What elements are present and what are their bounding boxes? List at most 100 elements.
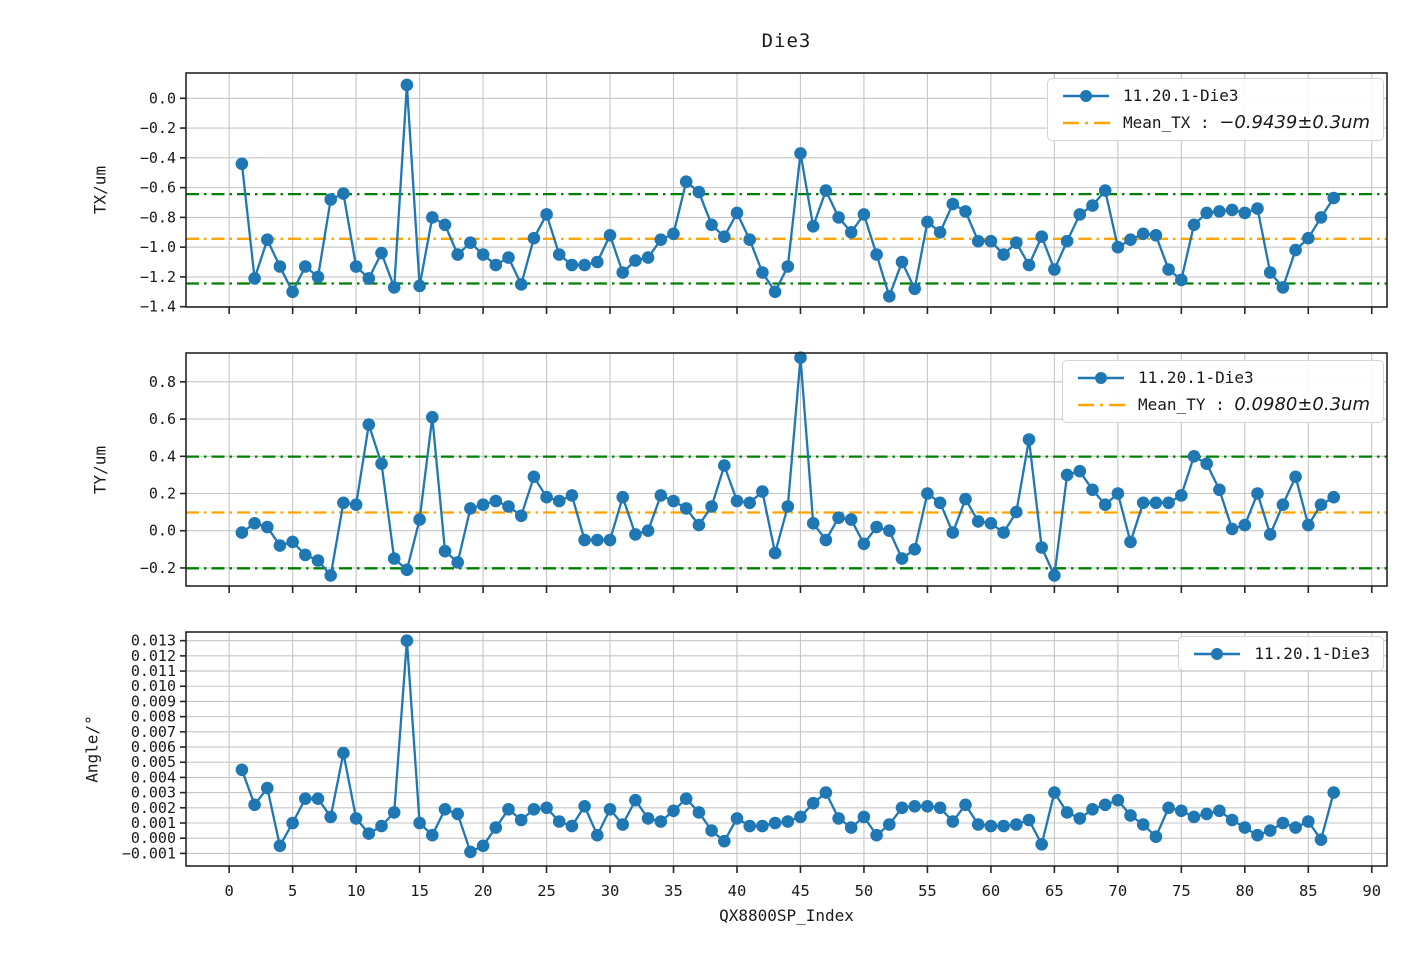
x-tick-label: 90	[1362, 882, 1381, 900]
data-point	[464, 236, 477, 249]
data-point	[1136, 818, 1150, 831]
data-point	[337, 496, 350, 510]
data-point	[578, 258, 591, 272]
data-point	[921, 800, 934, 813]
x-tick-label: 30	[601, 882, 620, 900]
data-point	[1162, 801, 1175, 815]
x-tick-label: 75	[1172, 882, 1191, 900]
y-tick-label: 0.007	[131, 723, 176, 741]
x-tick-label: 45	[791, 882, 810, 900]
data-point	[1048, 569, 1061, 582]
data-point	[705, 500, 718, 513]
legend-angle-series-row: 11.20.1-Die3	[1192, 644, 1370, 663]
data-point	[324, 810, 338, 824]
data-point	[603, 533, 617, 547]
data-point	[413, 279, 426, 293]
data-point	[1035, 230, 1048, 243]
data-point	[667, 804, 680, 818]
y-tick-label: −0.4	[140, 149, 176, 167]
data-point	[502, 251, 515, 264]
y-tick-label: 0.2	[149, 485, 176, 503]
data-point	[806, 517, 820, 530]
data-point	[362, 272, 376, 285]
legend-ty-series-row: 11.20.1-Die3	[1076, 368, 1370, 387]
data-point	[1238, 821, 1252, 834]
data-point	[743, 819, 756, 833]
data-point	[248, 798, 261, 812]
data-point	[1149, 229, 1163, 242]
y-tick-label: 0.004	[131, 768, 176, 786]
data-point	[1276, 816, 1290, 830]
data-point	[1238, 518, 1252, 532]
x-axis-label: QX8800SP_Index	[719, 906, 854, 925]
data-point	[235, 763, 249, 777]
data-point	[311, 554, 325, 567]
data-point	[514, 509, 528, 523]
data-point	[705, 218, 718, 232]
legend-tx: 11.20.1-Die3 Mean_TX : −0.9439±0.3um	[1046, 78, 1384, 141]
data-point	[730, 206, 744, 220]
legend-angle-series-label: 11.20.1-Die3	[1254, 644, 1370, 663]
data-point	[502, 803, 515, 816]
data-point	[1225, 203, 1239, 217]
data-point	[349, 260, 363, 273]
y-tick-label: 0.001	[131, 814, 176, 832]
x-tick-label: 15	[410, 882, 429, 900]
data-point	[794, 147, 807, 160]
legend-tx-mean-row: Mean_TX : −0.9439±0.3um	[1061, 112, 1370, 133]
data-point	[1175, 489, 1188, 502]
data-point	[273, 539, 287, 552]
data-point	[883, 818, 896, 831]
data-point	[1314, 833, 1328, 846]
data-point	[654, 233, 668, 246]
y-tick-label: 0.009	[131, 692, 176, 710]
y-tick-label: 0.010	[131, 677, 176, 695]
data-point	[1073, 812, 1087, 825]
y-tick-label: 0.008	[131, 708, 176, 726]
y-tick-label: 0.011	[131, 662, 176, 680]
data-point	[1200, 457, 1213, 471]
data-point	[362, 827, 376, 840]
data-point	[1098, 184, 1112, 197]
x-tick-label: 70	[1109, 882, 1128, 900]
data-point	[692, 806, 706, 819]
legend-series-marker-icon	[1062, 89, 1109, 102]
data-point	[756, 485, 769, 498]
data-point	[337, 187, 350, 200]
y-tick-label: 0.0	[149, 89, 176, 107]
data-point	[959, 492, 972, 506]
data-point	[781, 500, 795, 513]
data-point	[641, 812, 655, 825]
data-point	[1327, 191, 1340, 205]
x-tick-label: 20	[474, 882, 493, 900]
data-point	[921, 487, 934, 500]
data-point	[413, 513, 426, 526]
data-point	[1213, 804, 1226, 818]
data-point	[1225, 522, 1239, 536]
data-point	[552, 248, 566, 261]
y-tick-label: −0.6	[140, 179, 176, 197]
data-point	[261, 520, 274, 534]
data-point	[806, 796, 820, 810]
data-point	[1162, 263, 1175, 276]
data-point	[883, 290, 896, 303]
data-point	[349, 812, 363, 825]
data-point	[692, 185, 706, 199]
x-tick-label: 40	[728, 882, 747, 900]
data-point	[451, 248, 465, 261]
data-point	[426, 828, 439, 842]
data-point	[1289, 821, 1302, 834]
data-point	[591, 533, 604, 547]
legend-ty: 11.20.1-Die3 Mean_TY : 0.0980±0.3um	[1062, 360, 1384, 423]
data-point	[1213, 483, 1226, 497]
legend-tx-series-label: 11.20.1-Die3	[1122, 86, 1239, 105]
data-point	[400, 563, 414, 577]
data-point	[1010, 236, 1023, 249]
data-point	[540, 490, 553, 504]
x-tick-label: 0	[224, 882, 233, 900]
y-tick-label: 0.012	[131, 647, 176, 665]
data-point	[832, 812, 845, 825]
data-point	[857, 537, 871, 551]
data-point	[895, 801, 909, 815]
